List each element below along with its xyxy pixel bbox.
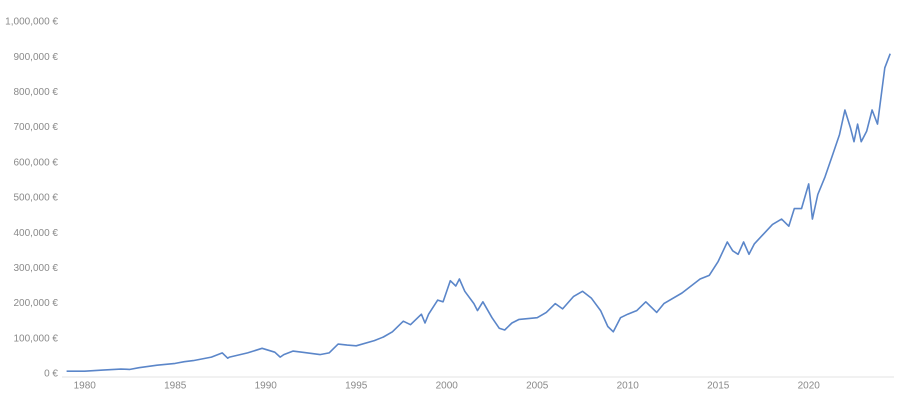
y-tick-label: 900,000 € (14, 52, 59, 63)
x-tick-label: 2010 (617, 381, 640, 392)
data-line (66, 53, 891, 372)
y-tick-label: 1,000,000 € (5, 17, 58, 28)
x-tick-label: 1995 (345, 381, 368, 392)
y-tick-label: 400,000 € (14, 228, 59, 239)
x-tick-label: 1990 (255, 381, 278, 392)
y-tick-label: 700,000 € (14, 122, 59, 133)
y-tick-label: 200,000 € (14, 298, 59, 309)
y-tick-label: 500,000 € (14, 193, 59, 204)
y-tick-label: 100,000 € (14, 333, 59, 344)
x-tick-label: 1980 (74, 381, 97, 392)
y-tick-label: 300,000 € (14, 263, 59, 274)
x-tick-label: 2000 (436, 381, 459, 392)
y-tick-label: 0 € (44, 369, 58, 380)
x-tick-label: 1985 (164, 381, 187, 392)
x-tick-label: 2020 (798, 381, 821, 392)
y-tick-label: 800,000 € (14, 87, 59, 98)
y-tick-label: 600,000 € (14, 157, 59, 168)
x-tick-label: 2005 (526, 381, 549, 392)
x-tick-label: 2015 (707, 381, 730, 392)
